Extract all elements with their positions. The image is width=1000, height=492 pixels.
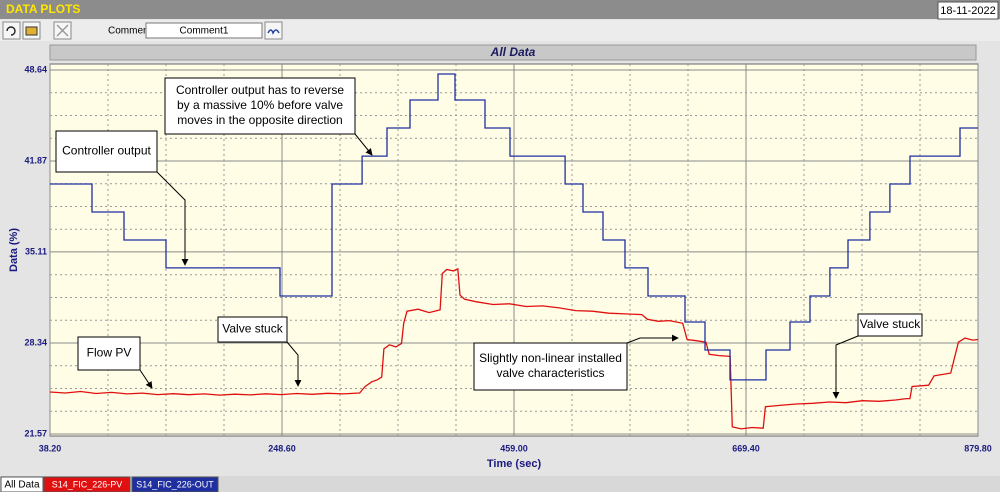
y-tick-label: 48.64 xyxy=(24,64,47,74)
comment-value: Comment1 xyxy=(180,26,229,37)
annotation-arrow xyxy=(139,369,153,389)
spell-icon xyxy=(267,29,280,35)
annotation-text: Slightly non-linear installed xyxy=(479,351,622,365)
annotation-arrow xyxy=(156,171,189,266)
annotation-text: Controller output xyxy=(62,144,151,158)
data-line xyxy=(49,267,979,430)
legend-label: S14_FIC_226-PV xyxy=(52,479,123,489)
annotation-arrow xyxy=(626,334,679,344)
undo-icon xyxy=(6,26,16,36)
x-tick-label: 459.00 xyxy=(500,443,528,453)
annotation-text: by a massive 10% before valve xyxy=(177,98,343,112)
data-line xyxy=(50,73,978,381)
y-axis-label: Data (%) xyxy=(8,228,20,272)
annotation-arrow xyxy=(286,341,302,387)
legend-tab xyxy=(131,476,219,492)
tab-all-data[interactable] xyxy=(0,476,44,492)
annotation-box xyxy=(217,316,288,343)
annotation-text: valve characteristics xyxy=(496,366,604,380)
comment-input[interactable] xyxy=(145,22,263,39)
title-bar xyxy=(0,0,1000,19)
plot-title-strip xyxy=(49,44,977,61)
y-tick-label: 21.57 xyxy=(24,428,47,438)
annotation-box xyxy=(857,313,923,337)
date: 18-11-2022 xyxy=(940,5,995,17)
annotation-text: moves in the opposite direction xyxy=(177,113,342,127)
clear-icon xyxy=(56,24,69,37)
annotation-box xyxy=(55,130,158,173)
date-box xyxy=(937,1,999,20)
spell-button[interactable] xyxy=(264,21,283,40)
annotation-arrow xyxy=(354,133,373,156)
x-tick-label: 248.60 xyxy=(268,443,296,453)
legend-label: S14_FIC_226-OUT xyxy=(136,479,214,489)
undo-button[interactable] xyxy=(2,21,21,40)
annotation-box xyxy=(473,342,628,391)
annotation-arrow xyxy=(832,335,859,399)
x-tick-label: 879.80 xyxy=(964,443,992,453)
annotation-text: Controller output has to reverse xyxy=(176,83,344,97)
y-tick-label: 35.11 xyxy=(25,246,47,256)
annotation-text: Flow PV xyxy=(87,346,132,360)
tab-label: All Data xyxy=(4,480,39,491)
chart-title: All Data xyxy=(490,45,536,59)
tab-bar xyxy=(0,476,1000,492)
annotation-text: Valve stuck xyxy=(222,322,283,336)
open-icon xyxy=(25,26,38,36)
legend-tab xyxy=(43,476,131,492)
window-title: DATA PLOTS xyxy=(6,2,80,16)
annotation-box xyxy=(164,77,356,135)
x-tick-label: 669.40 xyxy=(732,443,760,453)
annotation-text: Valve stuck xyxy=(860,317,921,331)
comment-label: Comment xyxy=(108,26,152,37)
annotation-box xyxy=(77,336,141,371)
y-tick-label: 41.87 xyxy=(24,155,47,165)
x-tick-label: 38.20 xyxy=(39,443,62,453)
y-tick-label: 28.34 xyxy=(24,337,47,347)
x-axis-label: Time (sec) xyxy=(487,458,542,470)
